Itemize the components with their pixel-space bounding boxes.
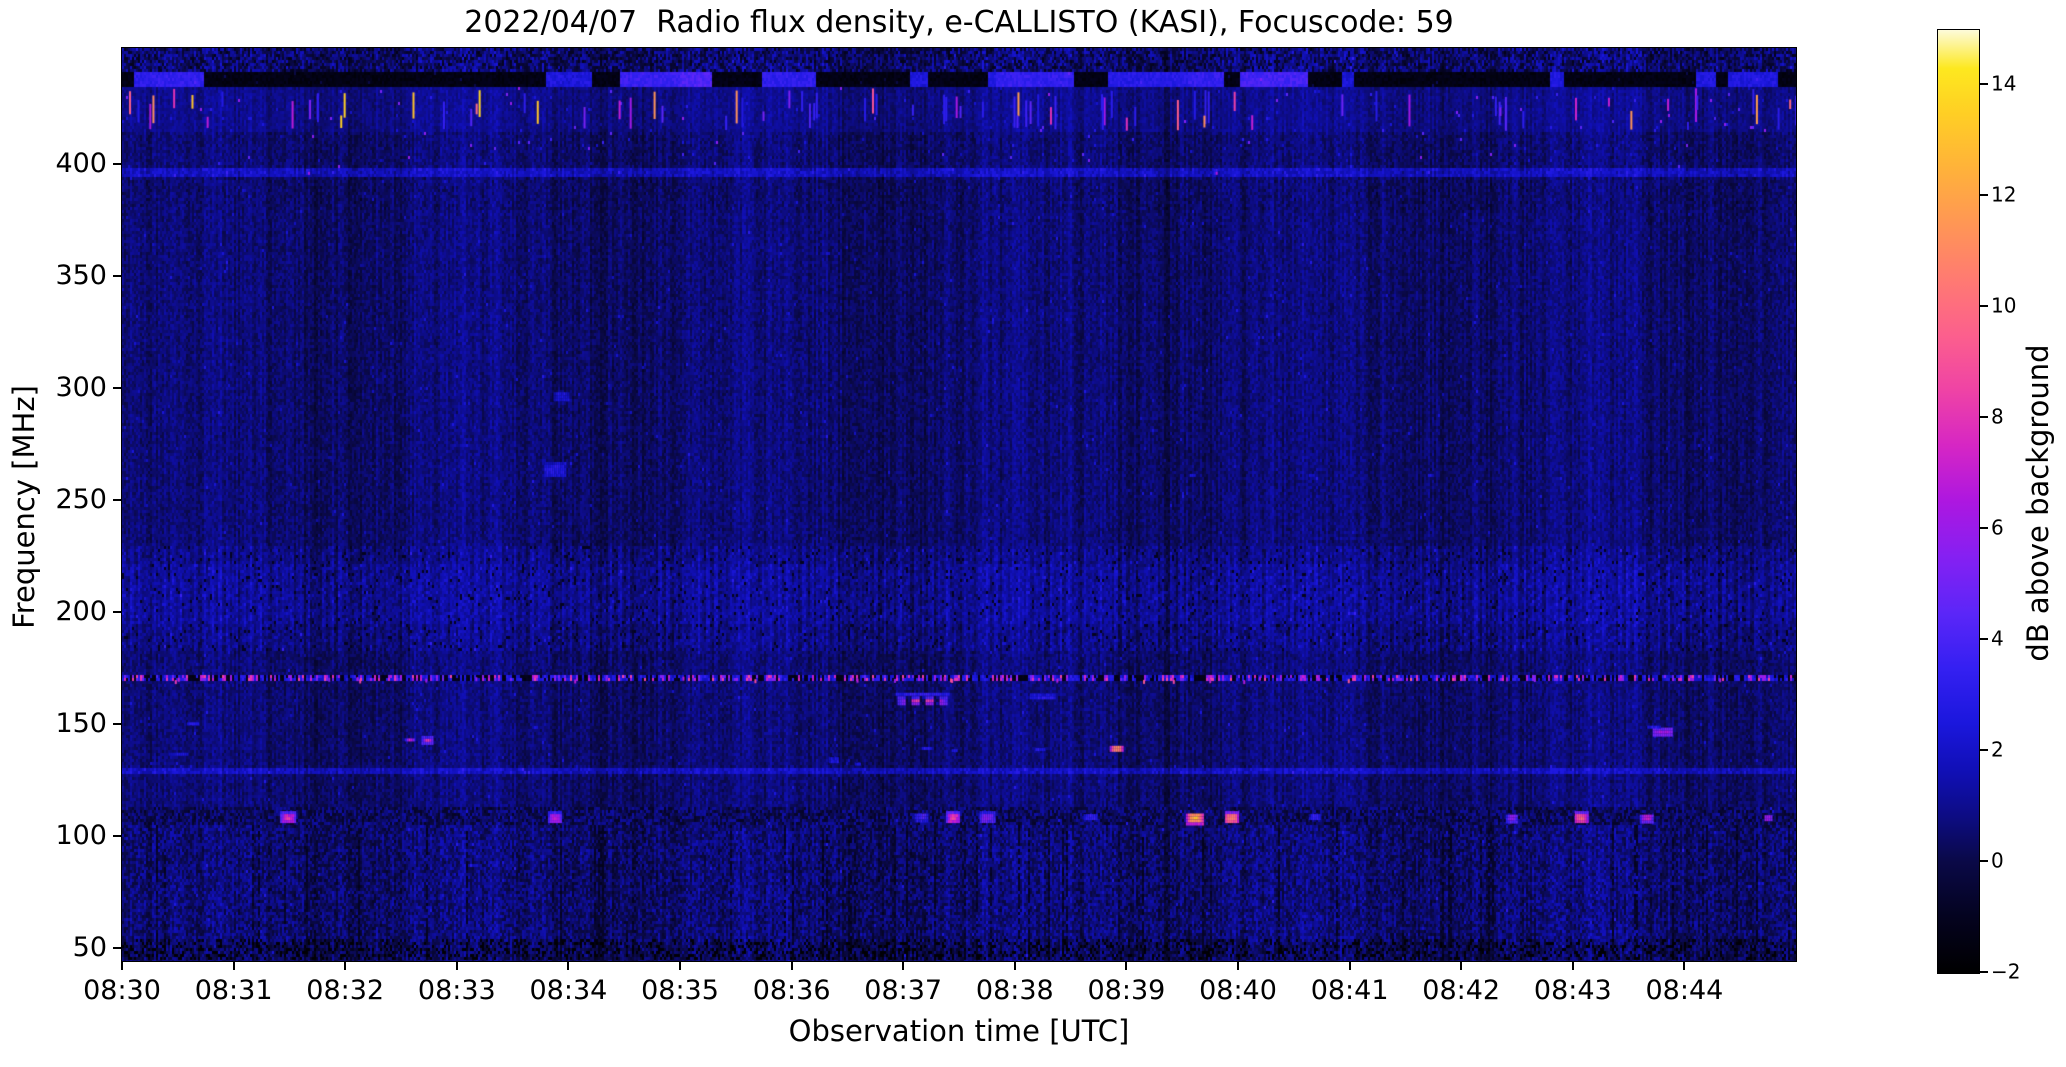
x-tick-label: 08:30	[83, 975, 161, 1006]
x-tick-mark	[1237, 962, 1239, 970]
x-tick-label: 08:38	[975, 975, 1054, 1006]
x-tick-mark	[1013, 962, 1016, 970]
colorbar-tick-mark	[1980, 971, 1988, 973]
y-tick-mark	[113, 387, 121, 390]
x-tick-label: 08:42	[1422, 975, 1501, 1006]
x-tick-label: 08:36	[752, 975, 831, 1006]
x-tick-mark	[344, 962, 347, 970]
x-tick-label: 08:37	[864, 975, 943, 1006]
colorbar-tick-label: 4	[1991, 626, 2004, 651]
colorbar-tick-label: −2	[1991, 959, 2021, 984]
y-tick-mark	[113, 610, 121, 613]
plot-area	[121, 47, 1797, 962]
y-tick-mark	[113, 834, 121, 837]
x-tick-label: 08:34	[529, 975, 608, 1006]
colorbar-tick-label: 10	[1991, 293, 2017, 318]
x-tick-mark	[1460, 962, 1463, 970]
y-tick-label: 350	[55, 260, 107, 292]
colorbar-tick-mark	[1980, 83, 1988, 86]
x-tick-label: 08:31	[194, 975, 273, 1006]
colorbar-tick-mark	[1980, 638, 1988, 641]
x-tick-label: 08:40	[1199, 975, 1277, 1006]
x-tick-mark	[1348, 962, 1351, 970]
y-tick-label: 300	[55, 372, 107, 404]
colorbar-tick-mark	[1980, 194, 1988, 197]
x-tick-label: 08:44	[1645, 975, 1724, 1006]
x-tick-mark	[455, 962, 458, 970]
y-tick-label: 250	[55, 483, 107, 515]
colorbar-tick-mark	[1980, 860, 1988, 863]
x-tick-label: 08:39	[1087, 975, 1166, 1006]
x-tick-mark	[1125, 962, 1128, 970]
x-tick-label: 08:35	[641, 975, 719, 1006]
x-tick-label: 08:32	[306, 975, 385, 1006]
spectrogram-canvas	[122, 48, 1796, 961]
x-tick-label: 08:41	[1310, 975, 1389, 1006]
y-tick-mark	[113, 722, 121, 725]
colorbar-tick-label: 8	[1991, 404, 2004, 429]
x-tick-mark	[679, 962, 681, 970]
x-tick-mark	[1683, 962, 1686, 970]
colorbar-tick-mark	[1980, 527, 1988, 530]
colorbar-tick-mark	[1980, 305, 1988, 308]
colorbar-tick-label: 6	[1991, 515, 2004, 540]
y-tick-mark	[113, 275, 121, 278]
y-tick-label: 100	[55, 819, 107, 851]
colorbar	[1937, 29, 1980, 974]
y-tick-label: 400	[55, 148, 107, 180]
x-tick-mark	[121, 962, 123, 970]
x-axis-label: Observation time [UTC]	[788, 1014, 1130, 1048]
colorbar-tick-label: 12	[1991, 182, 2017, 207]
y-tick-label: 200	[55, 595, 107, 627]
colorbar-gradient	[1938, 30, 1979, 973]
colorbar-tick-mark	[1980, 749, 1988, 752]
x-tick-mark	[232, 962, 235, 970]
colorbar-tick-label: 2	[1991, 737, 2004, 762]
x-tick-mark	[790, 962, 793, 970]
y-tick-label: 50	[72, 931, 107, 963]
y-tick-label: 150	[55, 707, 107, 739]
x-tick-label: 08:43	[1533, 975, 1612, 1006]
chart-title: 2022/04/07 Radio flux density, e-CALLIST…	[464, 5, 1454, 40]
x-tick-mark	[1571, 962, 1574, 970]
x-tick-mark	[567, 962, 570, 970]
y-tick-mark	[113, 946, 121, 949]
colorbar-tick-label: 0	[1991, 848, 2004, 873]
x-tick-mark	[902, 962, 905, 970]
y-tick-mark	[113, 499, 121, 502]
x-tick-label: 08:33	[417, 975, 496, 1006]
y-tick-mark	[113, 163, 121, 166]
colorbar-tick-label: 14	[1991, 71, 2017, 96]
colorbar-label: dB above background	[2021, 344, 2055, 662]
colorbar-tick-mark	[1980, 416, 1988, 419]
